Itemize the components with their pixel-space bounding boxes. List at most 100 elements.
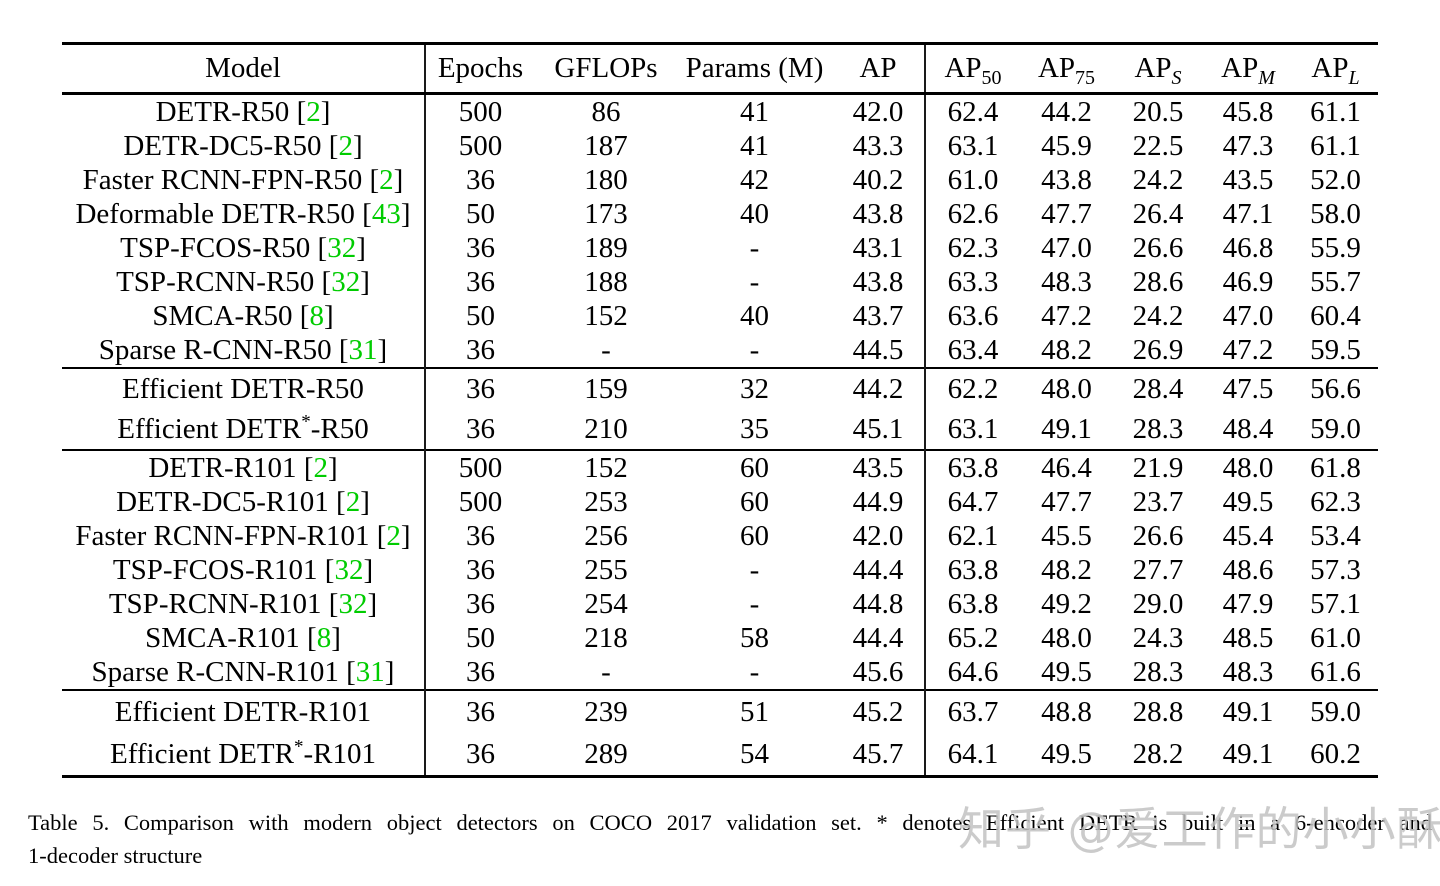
- cell-params: -: [749, 232, 760, 264]
- cell-ap50: 63.8: [947, 588, 999, 620]
- cell-apm: 47.2: [1222, 334, 1274, 366]
- cell-model: Efficient DETR-R50: [62, 367, 426, 409]
- citation-number: 2: [306, 96, 321, 128]
- cell-apl: 59.0: [1293, 689, 1378, 733]
- cell-model: Sparse R-CNN-R101 [31]: [62, 655, 426, 690]
- cell-epochs: 500: [458, 96, 503, 128]
- cell-params: 35: [740, 413, 769, 445]
- cell-aps: 20.5: [1132, 96, 1184, 128]
- cell-ap50: 62.6: [947, 198, 999, 230]
- cell-apl: 58.0: [1310, 198, 1361, 230]
- cell-apm: 48.4: [1222, 413, 1274, 445]
- cell-apm: 49.1: [1203, 689, 1293, 733]
- cell-ap: 43.3: [832, 129, 926, 163]
- cell-model: DETR-R101 [2]: [62, 449, 426, 485]
- cell-ap75: 48.0: [1020, 367, 1113, 409]
- cell-ap75: 48.0: [1041, 622, 1092, 654]
- cell-ap: 43.7: [832, 299, 926, 333]
- table-row: Faster RCNN-FPN-R101 [2] 36 256 60 42.0 62.1 4…: [62, 519, 1378, 553]
- cell-params: 41: [740, 130, 769, 162]
- cell-gflops: 152: [584, 300, 628, 332]
- column-header-apm: APM: [1203, 43, 1293, 95]
- cell-epochs: 36: [466, 232, 495, 264]
- cell-aps: 28.4: [1113, 367, 1203, 409]
- cell-apl: 61.1: [1310, 96, 1361, 128]
- cell-ap: 43.1: [832, 231, 926, 265]
- cell-ap75: 48.2: [1041, 334, 1092, 366]
- cell-ap75: 46.4: [1020, 449, 1113, 485]
- cell-model: TSP-FCOS-R50 [32]: [62, 231, 426, 265]
- cell-params: -: [749, 588, 760, 620]
- table-row: Deformable DETR-R50 [43] 50 173 40 43.8 62.6 4…: [62, 197, 1378, 231]
- cell-ap75: 47.2: [1041, 300, 1092, 332]
- cell-ap75: 49.1: [1041, 413, 1092, 445]
- cell-apm: 47.1: [1222, 198, 1274, 230]
- citation-number: 43: [371, 198, 401, 230]
- cell-aps: 27.7: [1132, 554, 1184, 586]
- cell-apm: 46.9: [1222, 266, 1274, 298]
- caption-line-2: 1-decoder structure: [28, 843, 203, 868]
- cell-params: 32: [677, 367, 832, 409]
- table-caption: Table 5. Comparison with modern object d…: [28, 806, 1432, 872]
- citation-number: 2: [313, 452, 328, 484]
- cell-gflops: 188: [584, 266, 628, 298]
- cell-model: Efficient DETR*-R101: [62, 733, 426, 777]
- cell-apl: 61.1: [1310, 130, 1361, 162]
- cell-params: 60: [740, 520, 769, 552]
- cell-params: 58: [740, 622, 769, 654]
- citation-number: 8: [316, 622, 332, 654]
- cell-ap: 44.4: [832, 621, 926, 655]
- cell-ap75: 49.5: [1041, 738, 1092, 770]
- cell-aps: 22.5: [1132, 130, 1184, 162]
- cell-ap50: 64.7: [947, 486, 999, 518]
- cell-epochs: 36: [466, 656, 495, 688]
- cell-ap50: 62.3: [947, 232, 999, 264]
- citation-number: 32: [331, 266, 361, 298]
- cell-aps: 29.0: [1132, 588, 1184, 620]
- cell-apl: 56.6: [1293, 367, 1378, 409]
- cell-aps: 28.6: [1132, 266, 1184, 298]
- cell-epochs: 36: [466, 164, 495, 196]
- cell-epochs: 50: [466, 198, 495, 230]
- cell-aps: 26.6: [1132, 232, 1184, 264]
- table-row: Efficient DETR-R101 36 239 51 45.2 63.7 48.8 28…: [62, 689, 1378, 733]
- table-row: Faster RCNN-FPN-R50 [2] 36 180 42 40.2 61.0 43…: [62, 163, 1378, 197]
- cell-epochs: 36: [466, 554, 495, 586]
- cell-gflops: -: [601, 334, 611, 366]
- cell-epochs: 36: [466, 266, 495, 298]
- cell-ap: 45.1: [832, 409, 926, 450]
- cell-gflops: 173: [584, 198, 628, 230]
- cell-model: TSP-RCNN-R101 [32]: [62, 587, 426, 621]
- header-row: Model Epochs GFLOPs Params (M) AP AP50 AP75 APS…: [62, 43, 1378, 95]
- cell-ap75: 47.0: [1041, 232, 1092, 264]
- cell-model: DETR-DC5-R50 [2]: [62, 129, 426, 163]
- cell-epochs: 500: [458, 486, 503, 518]
- cell-gflops: 253: [584, 486, 628, 518]
- cell-gflops: 256: [584, 520, 628, 552]
- cell-model: TSP-RCNN-R50 [32]: [62, 265, 426, 299]
- cell-aps: 23.7: [1132, 486, 1184, 518]
- column-header-gflops: GFLOPs: [535, 43, 677, 95]
- cell-model: SMCA-R101 [8]: [62, 621, 426, 655]
- cell-params: 54: [740, 738, 769, 770]
- cell-model: Efficient DETR*-R50: [62, 409, 426, 450]
- cell-apl: 60.2: [1310, 738, 1361, 770]
- citation-number: 32: [334, 554, 364, 586]
- column-header-apl: APL: [1293, 43, 1378, 95]
- cell-ap50: 63.4: [947, 334, 999, 366]
- cell-apl: 59.5: [1310, 334, 1361, 366]
- cell-ap50: 64.1: [947, 738, 999, 770]
- cell-apl: 57.1: [1310, 588, 1361, 620]
- cell-params: 41: [740, 96, 769, 128]
- cell-epochs: 36: [466, 413, 495, 445]
- cell-gflops: 187: [584, 130, 628, 162]
- cell-params: 60: [677, 449, 832, 485]
- cell-model: Faster RCNN-FPN-R50 [2]: [62, 163, 426, 197]
- column-header-aps: APS: [1113, 43, 1203, 95]
- cell-apm: 47.9: [1222, 588, 1274, 620]
- table-row: Efficient DETR*-R50 36 210 35 45.1 63.1 49.1 28…: [62, 409, 1378, 450]
- cell-apl: 57.3: [1310, 554, 1361, 586]
- cell-apm: 43.5: [1222, 164, 1274, 196]
- cell-ap50: 64.6: [947, 656, 999, 688]
